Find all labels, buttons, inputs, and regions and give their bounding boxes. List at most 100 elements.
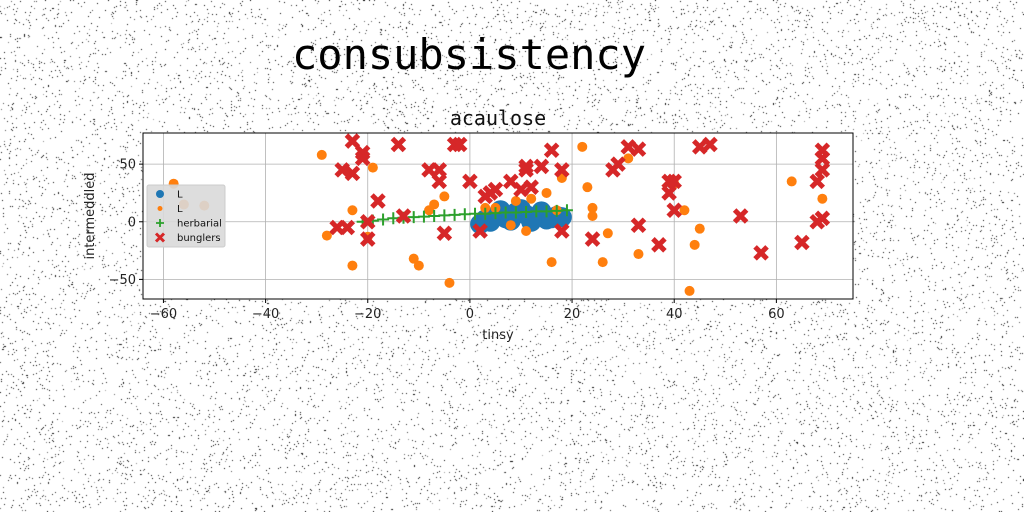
data-point bbox=[339, 219, 356, 236]
data-point bbox=[630, 141, 647, 157]
x-tick-label: 40 bbox=[666, 307, 683, 322]
legend-label: bunglers bbox=[177, 233, 221, 244]
data-point bbox=[451, 136, 468, 153]
data-point bbox=[344, 165, 361, 182]
data-point bbox=[543, 142, 560, 159]
data-point bbox=[554, 223, 570, 239]
data-point bbox=[469, 207, 482, 220]
y-tick-label: −50 bbox=[109, 273, 136, 288]
y-axis-label: intermeddled bbox=[83, 172, 98, 259]
data-point bbox=[438, 209, 451, 222]
plot-frame bbox=[142, 132, 854, 300]
data-point bbox=[684, 285, 695, 296]
data-point bbox=[370, 193, 386, 209]
legend-marker bbox=[156, 190, 164, 198]
data-point bbox=[487, 181, 504, 198]
data-point bbox=[541, 187, 552, 198]
data-point bbox=[472, 223, 488, 239]
data-point bbox=[359, 213, 376, 230]
data-point bbox=[560, 204, 573, 217]
data-point bbox=[633, 249, 644, 260]
figure-suptitle: consubsistency bbox=[292, 30, 647, 79]
data-point bbox=[347, 260, 358, 271]
data-point bbox=[691, 139, 708, 155]
x-tick-label: −40 bbox=[252, 307, 279, 322]
data-point bbox=[702, 136, 718, 153]
data-point bbox=[610, 156, 626, 172]
data-point bbox=[666, 202, 682, 219]
data-point bbox=[513, 181, 529, 198]
data-point bbox=[439, 191, 450, 202]
legend-label: L bbox=[177, 190, 183, 201]
data-point bbox=[809, 173, 826, 190]
data-point bbox=[794, 234, 810, 251]
data-point bbox=[489, 207, 502, 220]
data-point bbox=[623, 153, 634, 164]
data-point bbox=[523, 179, 539, 195]
data-point bbox=[408, 253, 419, 264]
legend-marker bbox=[157, 206, 163, 211]
data-point bbox=[602, 228, 613, 239]
data-point bbox=[587, 202, 598, 213]
data-point bbox=[429, 199, 440, 210]
data-point bbox=[334, 162, 350, 178]
chart-marks bbox=[168, 133, 831, 296]
data-point bbox=[462, 173, 478, 190]
data-point bbox=[359, 231, 376, 247]
series-4 bbox=[329, 133, 831, 261]
data-point bbox=[458, 208, 471, 221]
data-point bbox=[666, 173, 682, 190]
data-point bbox=[505, 220, 516, 231]
x-tick-label: 0 bbox=[466, 307, 474, 322]
axis-ticks: −60 −40 −20 0 20 40 60 −50 0 50 bbox=[109, 158, 785, 322]
y-tick-label: 50 bbox=[119, 158, 136, 173]
data-point bbox=[651, 237, 667, 253]
data-point bbox=[679, 205, 690, 216]
data-point bbox=[554, 162, 570, 178]
data-point bbox=[518, 162, 534, 178]
data-point bbox=[417, 210, 430, 223]
legend-box bbox=[146, 184, 226, 248]
data-point bbox=[499, 206, 512, 219]
legend-marker bbox=[156, 219, 164, 227]
data-point bbox=[344, 133, 361, 149]
data-point bbox=[316, 149, 327, 160]
data-point bbox=[431, 162, 448, 178]
legend-label: L bbox=[177, 204, 183, 215]
data-point bbox=[510, 196, 521, 207]
data-point bbox=[582, 182, 593, 193]
data-point bbox=[387, 212, 400, 225]
data-point bbox=[577, 141, 588, 152]
data-point bbox=[367, 162, 378, 173]
data-point bbox=[584, 231, 601, 247]
data-point bbox=[444, 277, 455, 288]
data-point bbox=[509, 206, 522, 219]
data-point bbox=[530, 205, 543, 218]
x-axis-label: tinsy bbox=[482, 328, 514, 343]
data-point bbox=[533, 158, 550, 175]
data-point bbox=[630, 217, 647, 233]
data-point bbox=[786, 176, 797, 187]
data-point bbox=[817, 193, 828, 204]
data-point bbox=[597, 257, 608, 268]
data-point bbox=[395, 208, 412, 224]
data-point bbox=[526, 193, 537, 204]
data-point bbox=[390, 136, 407, 153]
data-point bbox=[753, 245, 769, 261]
data-point bbox=[428, 210, 441, 222]
legend-label: herbarial bbox=[177, 219, 222, 230]
data-point bbox=[732, 208, 749, 224]
data-point bbox=[448, 208, 461, 221]
data-point bbox=[550, 204, 563, 217]
x-tick-label: −20 bbox=[354, 307, 381, 322]
x-tick-label: 20 bbox=[564, 307, 581, 322]
data-point bbox=[620, 139, 637, 155]
plot-title: acaulose bbox=[450, 106, 546, 130]
data-point bbox=[540, 205, 553, 218]
data-point bbox=[694, 223, 705, 234]
x-tick-label: 60 bbox=[768, 307, 785, 322]
data-point bbox=[436, 225, 453, 242]
data-point bbox=[814, 210, 831, 227]
